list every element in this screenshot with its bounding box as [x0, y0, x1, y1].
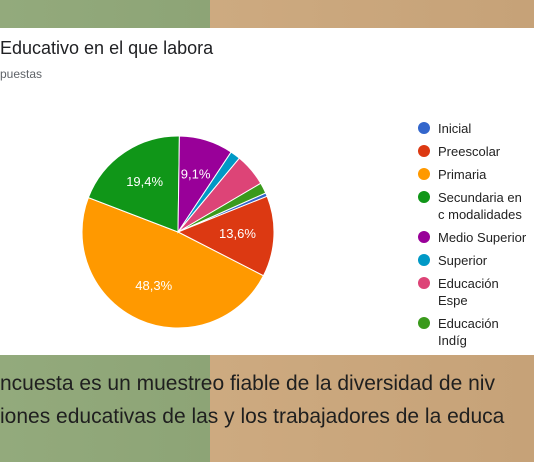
pie-slice	[87, 135, 180, 233]
legend-item: Preescolar	[418, 143, 530, 160]
legend-item: Educación Indíg	[418, 315, 530, 349]
legend-item: Educación Espe	[418, 275, 530, 309]
legend-item: Superior	[418, 252, 530, 269]
legend-swatch	[418, 231, 430, 243]
data-label: 48,3%	[135, 278, 172, 293]
pie-slice	[176, 195, 275, 277]
pie-slice	[81, 196, 265, 329]
legend-label: Educación Espe	[438, 276, 499, 308]
data-label: 19,4%	[126, 174, 163, 189]
data-label: 9,1%	[181, 167, 211, 182]
legend-label: Secundaria en c modalidades	[438, 190, 522, 222]
chart-title: Educativo en el que labora	[0, 38, 214, 58]
legend-label: Medio Superior	[438, 230, 527, 245]
legend-swatch	[418, 254, 430, 266]
legend-swatch	[418, 191, 430, 203]
legend-swatch	[418, 145, 430, 157]
pie-slice	[177, 182, 267, 233]
legend-label: Educación Indíg	[438, 316, 499, 348]
legend-swatch	[418, 277, 430, 289]
data-label: 13,6%	[219, 226, 256, 241]
legend-swatch	[418, 317, 430, 329]
legend-label: Superior	[438, 253, 488, 268]
legend-swatch	[418, 168, 430, 180]
caption-line: ncuesta es un muestreo fiable de la dive…	[0, 372, 495, 395]
chart-subtitle: puestas	[0, 67, 43, 81]
legend-item: Primaria	[418, 166, 530, 183]
legend-item: Inicial	[418, 120, 530, 137]
legend-label: Inicial	[438, 121, 472, 136]
legend-item: Medio Superior	[418, 229, 530, 246]
legend-swatch	[418, 122, 430, 134]
legend: Inicial Preescolar Primaria Secundaria en c…	[418, 120, 530, 355]
chart-panel	[0, 28, 534, 355]
legend-label: Preescolar	[438, 144, 501, 159]
caption-line: iones educativas de las y los trabajador…	[0, 405, 505, 428]
legend-item: Secundaria en c modalidades	[418, 189, 530, 223]
legend-label: Primaria	[438, 167, 487, 182]
